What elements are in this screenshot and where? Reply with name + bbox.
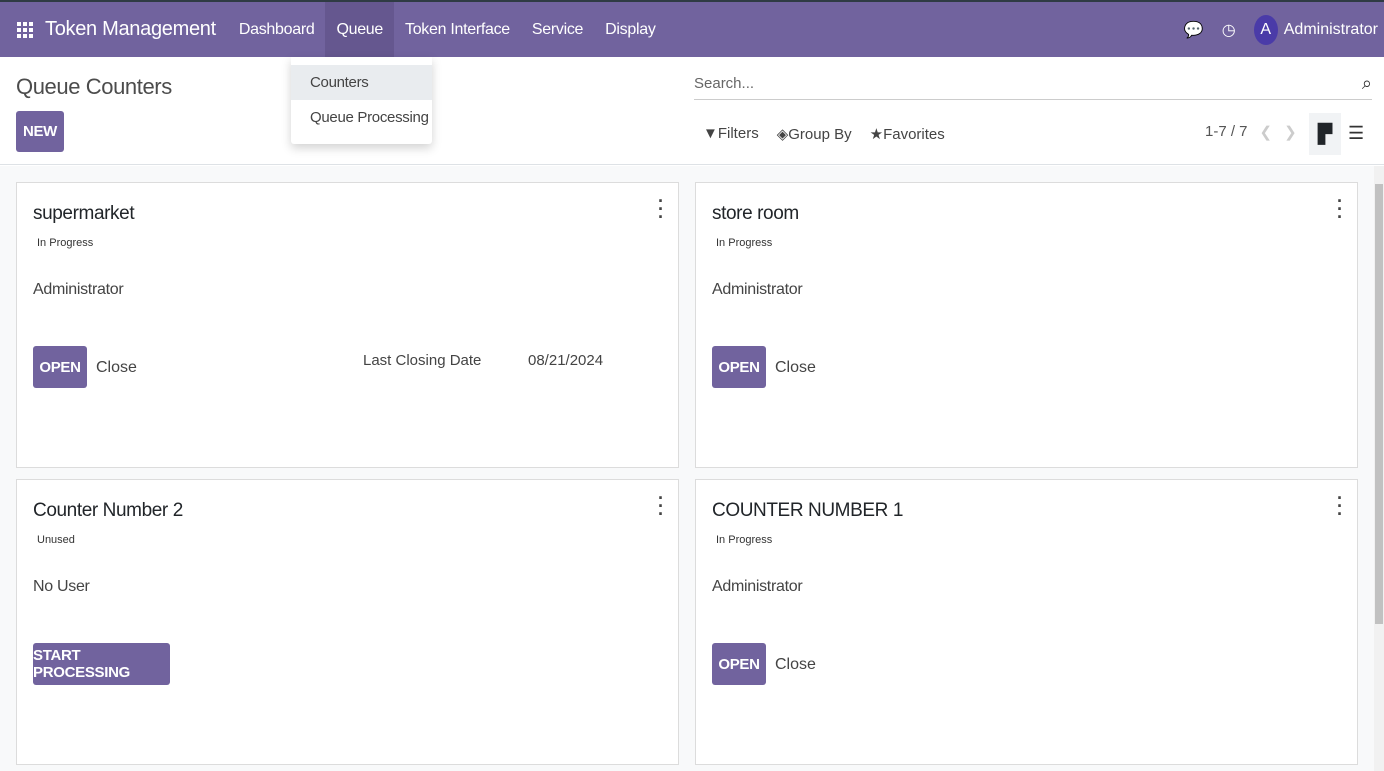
kanban-card[interactable]: store room · · · In Progress Administrator…: [695, 182, 1358, 468]
more-options-icon[interactable]: · · ·: [658, 191, 664, 227]
list-view-icon[interactable]: ☰: [1348, 123, 1365, 143]
kanban-view-icon[interactable]: ▛: [1309, 113, 1341, 155]
dropdown-item-counters[interactable]: Counters: [291, 65, 432, 100]
avatar[interactable]: A: [1253, 14, 1278, 45]
scrollbar[interactable]: [1374, 166, 1384, 771]
filters-button[interactable]: ▼Filters: [703, 125, 759, 142]
more-options-icon[interactable]: · · ·: [1337, 191, 1343, 227]
status-badge: In Progress: [716, 237, 773, 249]
clock-icon[interactable]: ◷: [1221, 21, 1236, 39]
chat-icon[interactable]: 💬: [1183, 21, 1204, 39]
app-title[interactable]: Token Management: [45, 18, 216, 40]
card-user: Administrator: [33, 281, 124, 298]
dropdown-item-queue-processing[interactable]: Queue Processing: [310, 109, 429, 126]
more-options-icon[interactable]: · · ·: [1337, 488, 1343, 524]
status-badge: Unused: [37, 534, 75, 546]
last-closing-value: 08/21/2024: [528, 352, 604, 369]
group-by-label: Group By: [788, 126, 852, 143]
group-by-button[interactable]: ◈Group By: [776, 126, 852, 143]
card-name: supermarket: [33, 203, 135, 224]
pager-value[interactable]: 1-7 / 7: [1205, 123, 1248, 140]
status-badge: In Progress: [716, 534, 773, 546]
card-user: Administrator: [712, 578, 803, 595]
start-processing-button[interactable]: START PROCESSING: [33, 643, 170, 685]
card-name: Counter Number 2: [33, 500, 183, 521]
card-name: store room: [712, 203, 799, 224]
kanban-area: supermarket · · · In Progress Administrato…: [0, 166, 1374, 771]
search-icon[interactable]: ⌕: [1361, 72, 1372, 93]
more-options-icon[interactable]: · · ·: [658, 488, 664, 524]
card-user: No User: [33, 578, 90, 595]
status-badge: In Progress: [37, 237, 94, 249]
menu-display[interactable]: Display: [605, 20, 656, 38]
favorites-label: Favorites: [883, 126, 945, 143]
card-user: Administrator: [712, 281, 803, 298]
filters-label: Filters: [717, 125, 759, 142]
card-name: COUNTER NUMBER 1: [712, 500, 904, 521]
chevron-left-icon[interactable]: ❮: [1259, 124, 1273, 141]
queue-dropdown: Counters Queue Processing: [291, 57, 432, 144]
close-button[interactable]: Close: [96, 359, 137, 376]
open-button[interactable]: OPEN: [712, 346, 766, 388]
search-placeholder: Search...: [694, 74, 755, 92]
control-panel: Queue Counters NEW Search... ⌕ ▼Filters …: [0, 57, 1384, 165]
chevron-right-icon[interactable]: ❯: [1284, 124, 1297, 141]
open-button[interactable]: OPEN: [33, 346, 87, 388]
close-button[interactable]: Close: [775, 656, 816, 673]
last-closing-label: Last Closing Date: [363, 352, 482, 369]
kanban-card[interactable]: COUNTER NUMBER 1 · · · In Progress Adminis…: [695, 479, 1358, 765]
kanban-card[interactable]: supermarket · · · In Progress Administrato…: [16, 182, 679, 468]
new-button[interactable]: NEW: [16, 111, 64, 152]
favorites-button[interactable]: ★Favorites: [869, 126, 945, 143]
open-button[interactable]: OPEN: [712, 643, 766, 685]
kanban-card[interactable]: Counter Number 2 · · · Unused No User STAR…: [16, 479, 679, 765]
menu-service[interactable]: Service: [531, 20, 584, 38]
page-title: Queue Counters: [16, 74, 172, 99]
scrollbar-thumb[interactable]: [1375, 184, 1383, 624]
close-button[interactable]: Close: [775, 359, 816, 376]
search-input[interactable]: Search... ⌕: [694, 67, 1372, 100]
apps-grid-icon[interactable]: [17, 21, 33, 38]
user-menu[interactable]: Administrator: [1283, 20, 1378, 38]
menu-token-interface[interactable]: Token Interface: [405, 20, 510, 38]
top-navbar: Token Management Dashboard Queue Token I…: [0, 0, 1384, 57]
menu-dashboard[interactable]: Dashboard: [238, 20, 315, 38]
menu-queue[interactable]: Queue: [325, 2, 394, 57]
